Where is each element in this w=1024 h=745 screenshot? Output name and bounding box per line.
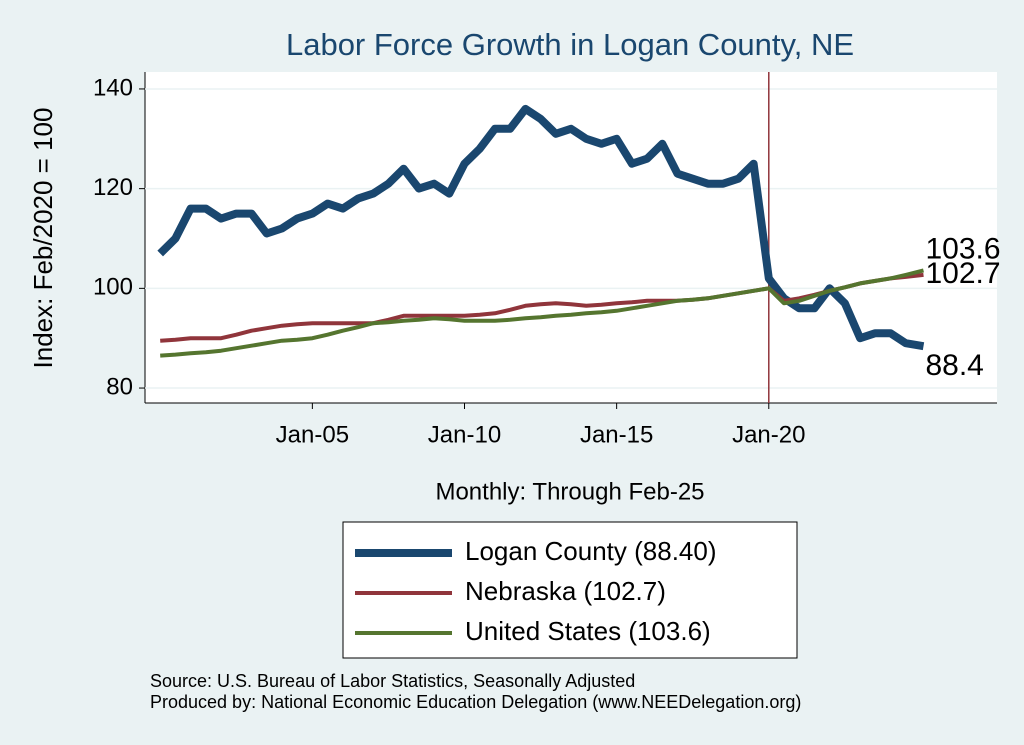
legend-label: Logan County (88.40)	[465, 536, 717, 566]
end-label: 103.6	[925, 232, 1000, 265]
plot-area	[145, 72, 997, 403]
legend-label: United States (103.6)	[465, 616, 711, 646]
chart-title: Labor Force Growth in Logan County, NE	[286, 27, 854, 62]
x-tick-label: Jan-15	[580, 421, 653, 448]
y-tick-label: 80	[106, 373, 133, 400]
producer-note: Produced by: National Economic Education…	[150, 692, 801, 712]
y-tick-label: 100	[93, 274, 133, 301]
end-label: 102.7	[925, 257, 1000, 290]
end-label: 88.4	[925, 349, 983, 382]
legend	[342, 521, 798, 659]
series-line	[157, 104, 925, 351]
x-tick-label: Jan-05	[276, 421, 349, 448]
series-line	[160, 268, 924, 358]
legend-label: Nebraska (102.7)	[465, 576, 666, 606]
series-line	[160, 272, 924, 343]
x-axis-title: Monthly: Through Feb-25	[435, 478, 704, 505]
x-tick-label: Jan-10	[428, 421, 501, 448]
y-tick-label: 120	[93, 174, 133, 201]
x-tick-label: Jan-20	[732, 421, 805, 448]
y-tick-label: 140	[93, 74, 133, 101]
source-note: Source: U.S. Bureau of Labor Statistics,…	[150, 671, 635, 691]
y-axis-title: Index: Feb/2020 = 100	[28, 108, 58, 369]
